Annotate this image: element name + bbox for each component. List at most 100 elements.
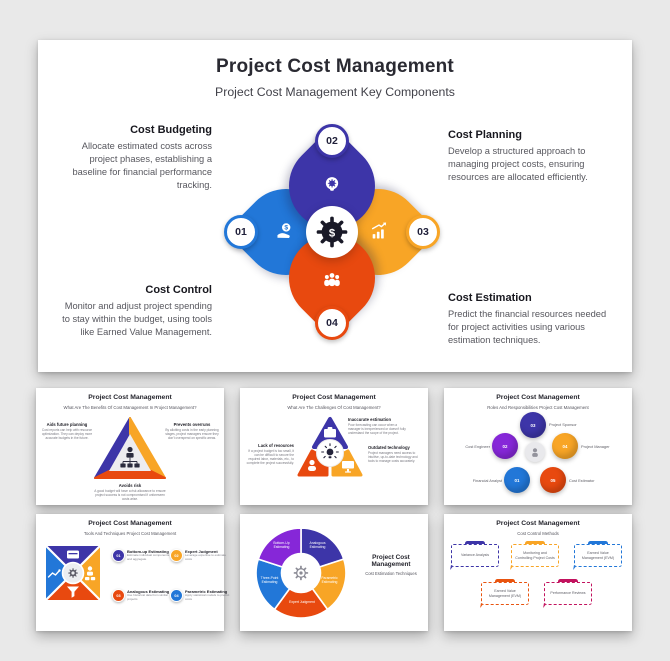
org-chart-icon [120,446,140,468]
item-number: 03 [112,589,125,602]
thumb-subtitle: Cost Estimation Techniques [365,571,417,576]
segment-label: Parametric Estimating [321,576,338,585]
method-label: Monitoring and Controlling Project Costs [515,550,555,560]
page-title: Project Cost Management [216,56,454,77]
block-body: Predict the financial resources needed f… [448,309,607,346]
block-cost-control: Cost Control Monitor and adjust project … [60,284,212,339]
thumb-subtitle: Tools And Techniques Project Cost Manage… [83,530,177,536]
block-heading: Cost Budgeting [130,124,212,136]
person-icon [525,442,545,462]
role-label: Cost Engineer [465,444,490,449]
benefit-item: Prevents overruns By allotting costs in … [165,422,219,441]
role-circle: 04 [552,433,578,459]
team-icon [323,270,342,289]
method-card: Monitoring and Controlling Project Costs [510,541,559,570]
svg-text:$: $ [329,227,336,239]
node-03: 03 [406,215,440,249]
tool-item: Expert Judgment Leverage expertise to es… [185,549,227,561]
method-card: Earned Value Management (EVM) [573,541,622,570]
node-04: 04 [315,306,349,340]
thumb-title: Project Cost Management [496,394,580,401]
block-body: Allocate estimated costs across project … [72,141,212,191]
node-number: 04 [326,317,338,329]
challenge-item: Inaccurate estimation Poor forecasting c… [348,417,406,436]
method-card: Performance Reviews [543,579,592,608]
role-label: Project Sponsor [549,422,577,427]
block-cost-planning: Cost Planning Develop a structured appro… [448,129,600,184]
role-circle: 05 [540,467,566,493]
mind-gear-icon [323,175,341,193]
thumb-subtitle: What Are The Challenges Of Cost Manageme… [287,404,381,410]
card-icon [67,550,79,559]
segment-label: Analogous Estimating [309,541,326,550]
block-heading: Cost Planning [448,129,522,141]
method-label: Earned Value Management (EVM) [488,588,522,598]
tool-item: Analogous Estimating Use historical data… [127,589,170,601]
thumb-subtitle: Cost Control Methods [517,530,559,536]
idea-bulb-icon [321,443,339,459]
monitor-icon [342,461,354,473]
method-label: Earned Value Management (EVM) [581,550,615,560]
role-circle: 02 [492,433,518,459]
funnel-icon [67,586,79,598]
thumbnail-control-methods[interactable]: Project Cost Management Cost Control Met… [444,514,632,631]
thumb-title: Project Cost Management [292,394,376,401]
segmented-triangle-diagram [295,415,365,477]
role-circle: 01 [504,467,530,493]
thumbnail-roles[interactable]: Project Cost Management Roles And Respon… [444,388,632,505]
line-chart-icon [47,569,61,578]
role-label: Cost Estimator [569,478,595,483]
growth-chart-icon [370,222,389,241]
donut-diagram [255,527,347,619]
briefcase-icon [324,427,336,438]
method-card: Earned Value Management (EVM) [480,579,529,608]
role-label: Financial Analyst [472,478,502,483]
method-label: Variance Analysis [460,553,490,558]
block-body: Develop a structured approach to managin… [448,146,588,183]
method-card: Variance Analysis [450,541,499,570]
thumb-title: Project Cost Management [496,520,580,527]
node-02: 02 [315,124,349,158]
page-subtitle: Project Cost Management Key Components [215,85,455,99]
node-number: 03 [417,226,429,238]
thumbnail-challenges[interactable]: Project Cost Management What Are The Cha… [240,388,428,505]
center-hub: $ [306,206,358,258]
segment-label: Bottom-Up Estimating [273,541,290,550]
gear-dollar-icon: $ [316,216,348,248]
hand-dollar-icon: $ [276,222,295,241]
role-label: Project Manager [581,444,610,449]
benefit-item: Aids future planning Cost reports can he… [41,422,93,441]
item-number: 04 [170,589,183,602]
thumb-title: Project Cost Management [371,554,411,568]
item-number: 01 [112,549,125,562]
block-body: Monitor and adjust project spending to s… [62,301,212,338]
triangle-diagram [92,415,168,481]
person-icon [308,459,316,471]
block-heading: Cost Estimation [448,292,532,304]
thumb-title: Project Cost Management [88,520,172,527]
thumbnail-tools[interactable]: Project Cost Management Tools And Techni… [36,514,229,631]
node-01: 01 [224,215,258,249]
segment-label: Expert Judgment [289,600,315,604]
thumb-subtitle: What Are The Benefits Of Cost Management… [63,404,197,410]
tool-item: Bottom-up Estimating Estimate individual… [127,549,170,561]
method-label: Performance Reviews [550,591,586,596]
block-cost-budgeting: Cost Budgeting Allocate estimated costs … [60,124,212,192]
challenge-item: Lack of resources If a project budget is… [246,443,294,466]
challenge-item: Outdated technology Project managers nee… [368,445,418,464]
node-number: 02 [326,135,338,147]
block-cost-estimation: Cost Estimation Predict the financial re… [448,292,608,347]
main-slide: Project Cost Management Project Cost Man… [38,40,632,372]
hierarchy-icon [85,566,96,581]
block-heading: Cost Control [145,284,212,296]
benefit-item: Avoids risk A good budget will have a ri… [94,483,166,502]
segment-label: Three-Point Estimating [260,576,279,585]
item-number: 02 [170,549,183,562]
thumb-title: Project Cost Management [88,394,172,401]
thumbnail-estimation[interactable]: Bottom-Up Estimating Analogous Estimatin… [240,514,428,631]
tool-item: Parametric Estimating Apply statistical … [185,589,230,601]
svg-text:$: $ [284,225,288,232]
thumbnail-benefits[interactable]: Project Cost Management What Are The Ben… [36,388,224,505]
diamond-matrix-diagram [42,542,104,604]
